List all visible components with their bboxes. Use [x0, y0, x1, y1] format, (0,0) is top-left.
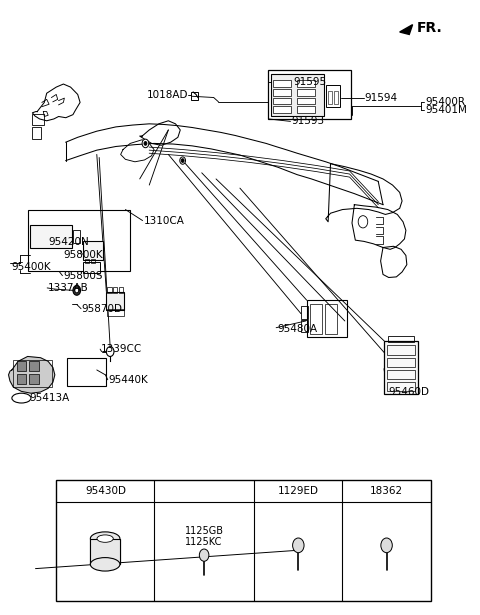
- Bar: [297, 98, 315, 104]
- Bar: [113, 287, 117, 293]
- Bar: [273, 98, 291, 104]
- Bar: [17, 375, 26, 384]
- Bar: [273, 81, 291, 87]
- Bar: [29, 375, 38, 384]
- Text: FR.: FR.: [416, 21, 442, 35]
- Bar: [387, 382, 415, 391]
- Bar: [32, 127, 41, 139]
- Text: 18362: 18362: [370, 486, 403, 496]
- Polygon shape: [400, 25, 413, 34]
- Text: 95800K: 95800K: [63, 250, 103, 260]
- Bar: [297, 81, 315, 87]
- Circle shape: [180, 157, 185, 164]
- Ellipse shape: [90, 532, 120, 546]
- Bar: [310, 304, 322, 334]
- Bar: [267, 70, 351, 119]
- Bar: [301, 320, 308, 332]
- Text: 1129ED: 1129ED: [277, 486, 319, 496]
- Bar: [17, 361, 26, 371]
- Circle shape: [107, 347, 114, 357]
- Bar: [328, 92, 332, 104]
- Text: 95400K: 95400K: [11, 262, 50, 272]
- Bar: [108, 287, 111, 293]
- Bar: [30, 225, 72, 248]
- Polygon shape: [9, 357, 55, 393]
- Text: 95460D: 95460D: [389, 387, 430, 397]
- Bar: [387, 370, 415, 379]
- Bar: [119, 287, 123, 293]
- Bar: [67, 358, 107, 386]
- Bar: [307, 300, 347, 337]
- Bar: [297, 106, 315, 113]
- Text: 91595: 91595: [293, 77, 326, 87]
- Bar: [29, 361, 38, 371]
- Circle shape: [199, 549, 209, 561]
- Bar: [90, 539, 120, 565]
- Text: 95440K: 95440K: [108, 375, 148, 385]
- Circle shape: [293, 538, 304, 553]
- Text: 1339CC: 1339CC: [101, 344, 142, 354]
- Bar: [326, 85, 340, 106]
- Bar: [334, 92, 338, 104]
- Bar: [384, 341, 418, 394]
- Text: 1018AD: 1018AD: [147, 90, 188, 100]
- Bar: [73, 230, 80, 243]
- Text: 95480A: 95480A: [277, 324, 317, 334]
- Bar: [388, 336, 414, 342]
- Circle shape: [144, 141, 147, 145]
- Circle shape: [142, 139, 149, 148]
- Bar: [271, 74, 324, 116]
- Ellipse shape: [97, 535, 113, 542]
- Text: 91594: 91594: [365, 92, 398, 103]
- Text: 95413A: 95413A: [29, 393, 69, 403]
- Text: 1337AB: 1337AB: [48, 283, 89, 293]
- Circle shape: [381, 538, 392, 553]
- Text: 95870D: 95870D: [82, 304, 122, 314]
- Text: 95420N: 95420N: [48, 237, 89, 247]
- Bar: [28, 210, 130, 271]
- Bar: [108, 309, 123, 316]
- Circle shape: [75, 288, 79, 293]
- Bar: [32, 114, 44, 125]
- Text: 95430D: 95430D: [85, 486, 126, 496]
- Bar: [84, 241, 103, 260]
- Bar: [301, 306, 308, 319]
- Text: 1310CA: 1310CA: [144, 216, 184, 226]
- Bar: [273, 89, 291, 96]
- Circle shape: [181, 159, 184, 162]
- Bar: [56, 480, 431, 601]
- Bar: [387, 358, 415, 367]
- Bar: [91, 259, 95, 263]
- Bar: [273, 106, 291, 113]
- Bar: [297, 89, 315, 96]
- Text: 1125GB
1125KC: 1125GB 1125KC: [185, 526, 224, 547]
- Bar: [85, 259, 89, 263]
- Bar: [84, 262, 100, 273]
- Bar: [191, 92, 198, 100]
- Text: 95800S: 95800S: [63, 271, 103, 280]
- Bar: [325, 304, 337, 334]
- Text: 95401M: 95401M: [425, 105, 467, 116]
- Ellipse shape: [12, 393, 31, 403]
- Ellipse shape: [90, 558, 120, 571]
- Text: 95400R: 95400R: [425, 97, 465, 108]
- Circle shape: [73, 285, 81, 295]
- Text: 91593: 91593: [291, 116, 324, 127]
- Bar: [387, 346, 415, 355]
- Bar: [107, 292, 124, 310]
- Bar: [13, 360, 52, 387]
